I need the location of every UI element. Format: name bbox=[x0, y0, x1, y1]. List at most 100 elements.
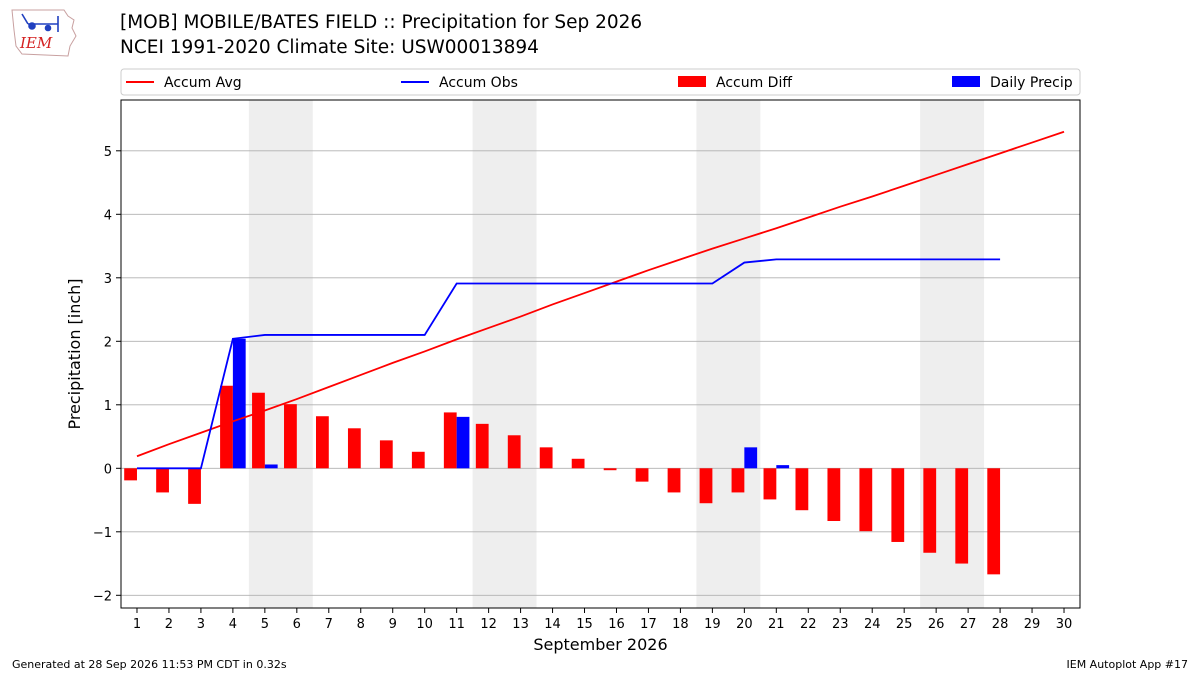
x-tick-label: 27 bbox=[960, 617, 977, 632]
y-tick-label: 5 bbox=[104, 145, 112, 160]
daily-precip-bar-11 bbox=[456, 416, 470, 469]
legend-label-accum-avg: Accum Avg bbox=[164, 75, 242, 91]
y-tick-label: 4 bbox=[104, 208, 112, 223]
accum-diff-bar-7 bbox=[315, 416, 329, 469]
legend-label-accum-obs: Accum Obs bbox=[439, 75, 518, 91]
accum-diff-bar-8 bbox=[347, 428, 361, 469]
x-tick-label: 24 bbox=[864, 617, 881, 632]
daily-precip-bar-5 bbox=[264, 464, 278, 469]
accum-diff-bar-25 bbox=[891, 468, 905, 542]
x-tick-label: 30 bbox=[1056, 617, 1073, 632]
x-tick-label: 9 bbox=[389, 617, 397, 632]
accum-diff-bar-14 bbox=[539, 447, 553, 469]
y-tick-label: −2 bbox=[93, 589, 112, 604]
chart-subtitle: NCEI 1991-2020 Climate Site: USW00013894 bbox=[120, 37, 539, 58]
x-tick-label: 26 bbox=[928, 617, 945, 632]
x-tick-label: 2 bbox=[165, 617, 173, 632]
accum-diff-bar-19 bbox=[699, 468, 713, 504]
x-tick-label: 19 bbox=[704, 617, 721, 632]
x-tick-label: 7 bbox=[325, 617, 333, 632]
accum-diff-bar-1 bbox=[124, 468, 137, 481]
x-tick-label: 20 bbox=[736, 617, 753, 632]
daily-precip-bar-4 bbox=[232, 338, 246, 469]
x-tick-label: 21 bbox=[768, 617, 785, 632]
y-tick-label: 1 bbox=[104, 399, 112, 414]
x-tick-label: 12 bbox=[480, 617, 497, 632]
x-tick-label: 25 bbox=[896, 617, 913, 632]
x-axis-label: September 2026 bbox=[533, 635, 667, 654]
x-tick-label: 10 bbox=[416, 617, 433, 632]
x-tick-label: 22 bbox=[800, 617, 817, 632]
logo-text: IEM bbox=[19, 34, 53, 52]
chart-title: [MOB] MOBILE/BATES FIELD :: Precipitatio… bbox=[120, 12, 643, 33]
iem-logo: IEM bbox=[11, 9, 77, 57]
accum-diff-bar-12 bbox=[475, 423, 489, 469]
x-tick-label: 16 bbox=[608, 617, 625, 632]
accum-diff-bar-5 bbox=[252, 392, 265, 469]
y-axis: −2 −1 0 1 2 3 4 5 bbox=[93, 145, 121, 604]
grid-lines bbox=[121, 150, 1080, 596]
accum-diff-bar-16 bbox=[603, 468, 617, 471]
accum-diff-bar-11 bbox=[443, 412, 457, 469]
x-tick-label: 18 bbox=[672, 617, 689, 632]
weekend-band-1 bbox=[248, 100, 313, 608]
footer-app-id: IEM Autoplot App #17 bbox=[1066, 658, 1189, 671]
accum-diff-bar-20 bbox=[731, 468, 745, 493]
y-axis-label: Precipitation [inch] bbox=[65, 278, 84, 429]
x-axis: 1 2 3 4 5 6 7 8 9 10 11 12 13 14 15 16 17 18 19 20 21 22 23 24 2… bbox=[133, 608, 1072, 632]
legend-swatch-accum-diff bbox=[678, 76, 706, 87]
plot-frame bbox=[120, 99, 1081, 609]
x-tick-label: 4 bbox=[229, 617, 237, 632]
accum-diff-bar-10 bbox=[411, 451, 425, 469]
daily-precip-bar-20 bbox=[744, 447, 758, 469]
x-tick-label: 13 bbox=[512, 617, 529, 632]
y-tick-label: 2 bbox=[104, 335, 112, 350]
weekend-shading bbox=[248, 100, 985, 608]
accum-diff-bar-24 bbox=[859, 468, 873, 532]
legend: Accum Avg Accum Obs Accum Diff Daily Precip bbox=[120, 68, 1081, 96]
accum-diff-bar-13 bbox=[507, 435, 521, 469]
y-tick-label: 0 bbox=[104, 462, 112, 477]
accum-diff-bar-6 bbox=[284, 404, 297, 469]
x-tick-label: 11 bbox=[448, 617, 465, 632]
accum-diff-bar-27 bbox=[955, 468, 969, 564]
x-tick-label: 28 bbox=[992, 617, 1009, 632]
accum-diff-bar-26 bbox=[923, 468, 937, 553]
accum-diff-bar-3 bbox=[188, 468, 201, 504]
weather-instruments-icon bbox=[21, 13, 59, 32]
x-tick-label: 1 bbox=[133, 617, 141, 632]
accum-diff-bar-9 bbox=[379, 440, 393, 469]
bar-marks bbox=[124, 338, 1001, 575]
x-tick-label: 6 bbox=[293, 617, 301, 632]
legend-swatch-daily-precip bbox=[952, 76, 980, 87]
accum-avg-line bbox=[136, 130, 1065, 458]
x-tick-label: 5 bbox=[261, 617, 269, 632]
line-series bbox=[136, 130, 1065, 470]
y-tick-label: −1 bbox=[93, 526, 112, 541]
x-tick-label: 29 bbox=[1024, 617, 1041, 632]
daily-precip-bar-21 bbox=[776, 465, 790, 469]
accum-diff-bar-23 bbox=[827, 468, 841, 522]
x-tick-label: 3 bbox=[197, 617, 205, 632]
accum-diff-bar-17 bbox=[635, 468, 649, 482]
legend-label-accum-diff: Accum Diff bbox=[716, 75, 792, 91]
x-tick-label: 14 bbox=[544, 617, 561, 632]
y-tick-label: 3 bbox=[104, 272, 112, 287]
x-tick-label: 15 bbox=[576, 617, 593, 632]
accum-diff-bar-2 bbox=[156, 468, 169, 493]
x-tick-label: 8 bbox=[357, 617, 365, 632]
accum-diff-bar-28 bbox=[987, 468, 1001, 575]
weekend-band-2 bbox=[472, 100, 537, 608]
weekend-band-3 bbox=[696, 100, 761, 608]
legend-box bbox=[120, 68, 1081, 96]
legend-label-daily-precip: Daily Precip bbox=[990, 75, 1073, 91]
accum-diff-bar-21 bbox=[763, 468, 777, 500]
accum-obs-line bbox=[136, 258, 1001, 470]
accum-diff-bar-4 bbox=[220, 385, 233, 469]
x-tick-label: 17 bbox=[640, 617, 657, 632]
iowa-outline-shape bbox=[11, 9, 77, 57]
accum-diff-bar-22 bbox=[795, 468, 809, 511]
footer-generated: Generated at 28 Sep 2026 11:53 PM CDT in… bbox=[12, 658, 287, 671]
accum-diff-bar-18 bbox=[667, 468, 681, 493]
